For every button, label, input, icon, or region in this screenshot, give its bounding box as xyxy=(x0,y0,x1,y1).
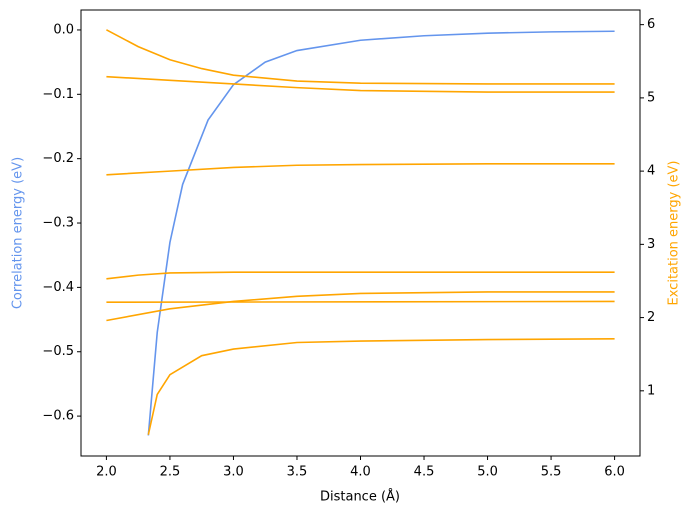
y-tick-label: −0.1 xyxy=(42,87,74,102)
y2-tick-label: 1 xyxy=(647,383,655,398)
x-tick-label: 6.0 xyxy=(604,465,625,480)
data-line xyxy=(106,162,615,176)
y2-tick-label: 2 xyxy=(647,310,655,325)
x-tick-label: 4.0 xyxy=(350,465,371,480)
y2-axis-label: Excitation energy (eV) xyxy=(667,161,682,306)
y2-tick-label: 3 xyxy=(647,237,655,252)
data-line xyxy=(106,300,615,304)
x-tick-label: 3.0 xyxy=(223,465,244,480)
y-axis-label: Correlation energy (eV) xyxy=(11,157,26,309)
x-tick-label: 5.5 xyxy=(541,465,562,480)
x-tick-label: 3.5 xyxy=(287,465,308,480)
y2-tick-label: 4 xyxy=(647,164,655,179)
data-line xyxy=(147,338,615,435)
y-tick-label: −0.6 xyxy=(42,409,74,424)
y-tick-label: −0.2 xyxy=(42,151,74,166)
data-line xyxy=(106,75,615,93)
data-line xyxy=(106,271,615,280)
data-line xyxy=(106,29,615,85)
y-tick-label: 0.0 xyxy=(53,22,74,37)
data-line xyxy=(106,291,615,322)
x-tick-label: 4.5 xyxy=(414,465,435,480)
y-tick-label: −0.5 xyxy=(42,344,74,359)
x-axis-label: Distance (Å) xyxy=(320,489,400,505)
y2-tick-label: 5 xyxy=(647,90,655,105)
x-tick-label: 5.0 xyxy=(477,465,498,480)
x-tick-label: 2.0 xyxy=(96,465,117,480)
y-tick-label: −0.4 xyxy=(42,280,74,295)
data-line xyxy=(147,30,615,436)
plot-frame xyxy=(80,9,641,457)
y-tick-label: −0.3 xyxy=(42,216,74,231)
x-tick-label: 2.5 xyxy=(160,465,181,480)
y2-tick-label: 6 xyxy=(647,17,655,32)
